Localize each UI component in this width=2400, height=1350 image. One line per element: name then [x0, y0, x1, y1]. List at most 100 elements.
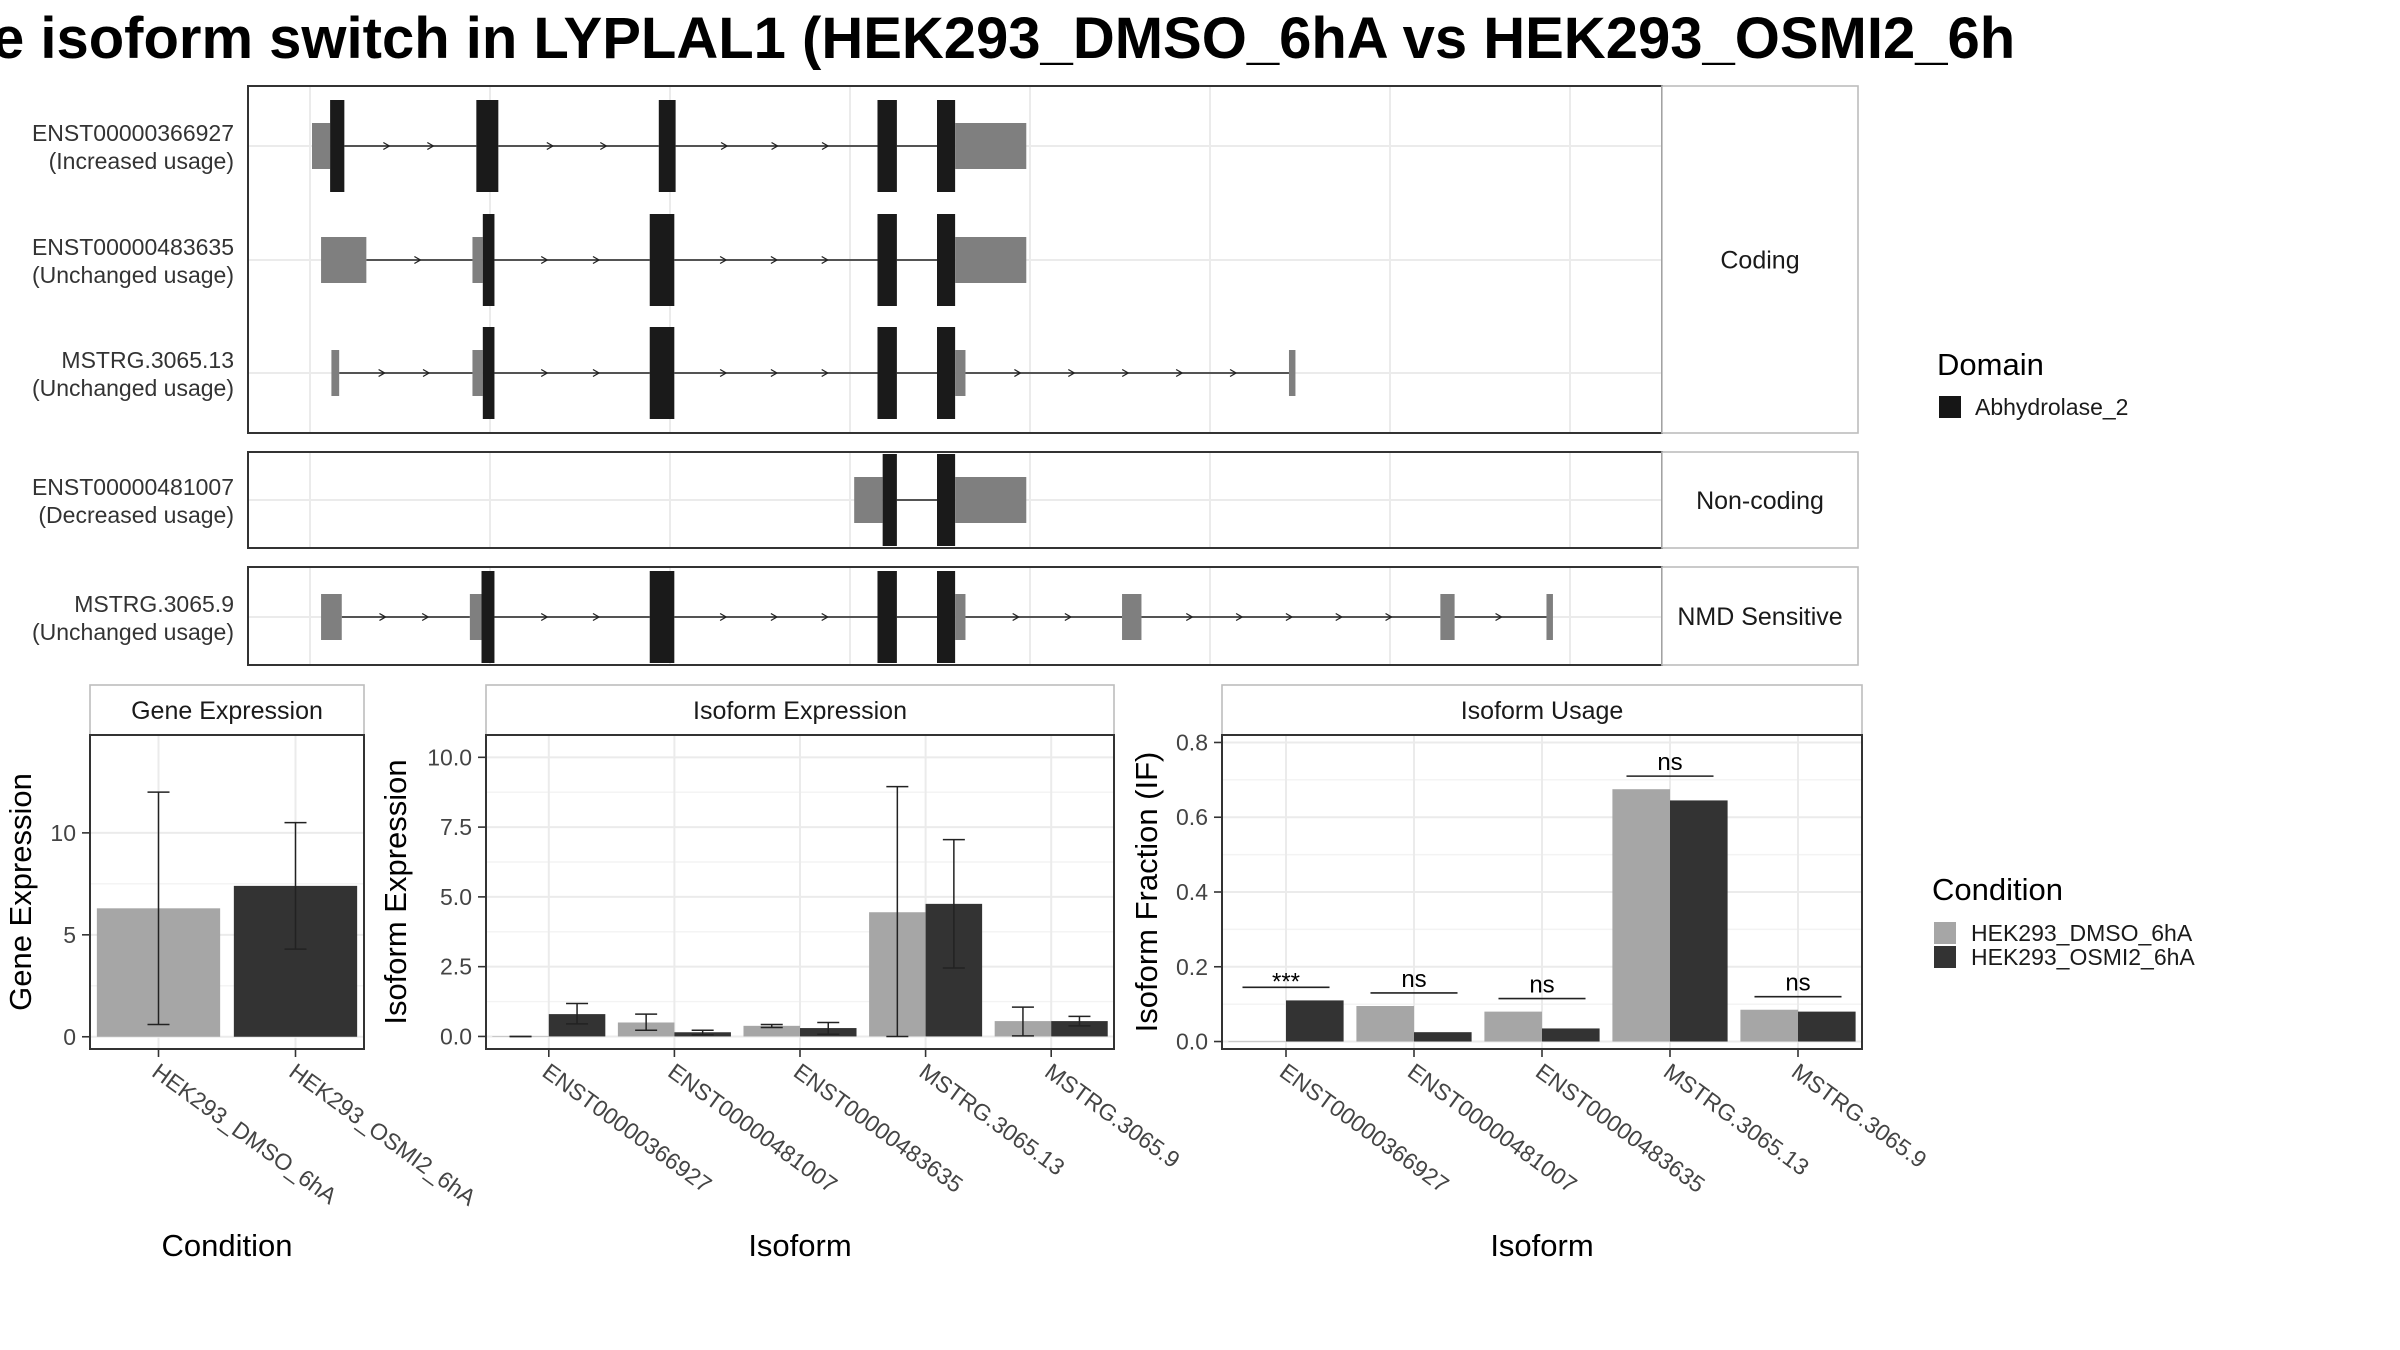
intron-arrow [821, 255, 829, 265]
bar [1670, 800, 1728, 1042]
y-axis-title: Isoform Expression [378, 759, 413, 1024]
coding-exon [658, 100, 676, 192]
intron-arrow [599, 141, 608, 151]
utr-exon [854, 477, 883, 523]
structure-strip-label: Coding [1720, 247, 1799, 275]
y-tick-label: 0.6 [1176, 804, 1208, 830]
chart-strip [89, 684, 365, 736]
isoform-usage-chart: Isoform Usage*** ns nsnsns0.00.20.40.60.8E… [1129, 684, 1932, 1263]
intron-arrow [1175, 368, 1184, 378]
intron-arrow [1285, 612, 1294, 622]
intron-arrow [1064, 612, 1073, 622]
coding-exon [882, 454, 897, 546]
coding-exon [937, 454, 956, 546]
utr-exon [321, 594, 342, 640]
intron-arrow [1121, 368, 1130, 378]
intron-arrow [770, 368, 779, 378]
intron-arrow [719, 612, 728, 622]
domain-legend-title: Domain [1937, 347, 2044, 382]
chart-strip [1221, 684, 1863, 736]
intron-arrow [1185, 612, 1194, 622]
transcript-id-label: ENST00000481007 [32, 474, 234, 500]
intron-arrow [546, 141, 555, 151]
x-axis-title: Isoform [748, 1228, 851, 1263]
intron-arrow [1067, 368, 1076, 378]
coding-exon [937, 571, 956, 663]
structure-strip [1661, 451, 1859, 549]
y-tick-label: 0.4 [1176, 879, 1208, 905]
utr-exon [955, 594, 966, 640]
bar [1542, 1028, 1600, 1042]
condition-legend-title: Condition [1932, 872, 2063, 907]
chart-title: Isoform Expression [693, 697, 907, 725]
transcript-usage-label: (Unchanged usage) [32, 375, 234, 401]
y-tick-label: 10 [50, 820, 76, 846]
coding-exon [649, 327, 675, 419]
intron-arrow [379, 612, 387, 622]
transcript-usage-label: (Increased usage) [49, 148, 234, 174]
intron-arrow [592, 255, 601, 265]
intron-arrow [1229, 368, 1238, 378]
intron-arrow [720, 141, 729, 151]
utr-exon [472, 237, 483, 283]
coding-exon [937, 327, 956, 419]
y-axis-title: Gene Expression [3, 773, 38, 1011]
intron-arrow [414, 255, 422, 265]
structure-group-1: Non-coding ENST00000481007(Decreased usag… [32, 451, 1859, 549]
utr-exon [955, 477, 1027, 523]
transcript-id-label: MSTRG.3065.9 [74, 591, 234, 617]
condition-legend-swatch [1934, 922, 1956, 944]
intron-arrow [1495, 612, 1503, 622]
structure-strip-label: NMD Sensitive [1677, 603, 1842, 631]
y-tick-label: 0.0 [1176, 1029, 1208, 1055]
intron-arrow [427, 141, 435, 151]
domain-legend-swatch [1939, 396, 1961, 418]
y-tick-label: 5 [63, 922, 76, 948]
transcript-row: MSTRG.3065.13(Unchanged usage) [32, 327, 1296, 419]
condition-legend-label: HEK293_DMSO_6hA [1971, 920, 2193, 946]
coding-exon [877, 214, 897, 306]
domain-legend-label: Abhydrolase_2 [1975, 394, 2128, 420]
bar [548, 1014, 606, 1037]
bar [1228, 1041, 1286, 1043]
structure-group-2: NMD Sensitive MSTRG.3065.9(Unchanged usag… [32, 566, 1859, 666]
transcript-id-label: ENST00000483635 [32, 234, 234, 260]
coding-exon [877, 327, 897, 419]
intron-arrow [540, 612, 549, 622]
structure-strip [1661, 85, 1859, 434]
x-axis-title: Condition [162, 1228, 293, 1263]
isoform-expression-chart: Isoform Expression0.02.55.07.510.0ENST00… [378, 684, 1185, 1263]
coding-exon [476, 100, 499, 192]
intron-arrow [1385, 612, 1393, 622]
transcript-row: ENST00000366927(Increased usage) [32, 100, 1027, 192]
bar [743, 1025, 800, 1037]
intron-arrow [592, 368, 601, 378]
intron-arrow [821, 612, 829, 622]
utr-exon [1440, 594, 1455, 640]
intron-arrow [540, 368, 549, 378]
intron-arrow [770, 255, 779, 265]
chart-title: Isoform Usage [1461, 697, 1624, 725]
intron-arrow [719, 368, 728, 378]
utr-exon [312, 123, 331, 169]
transcript-row: MSTRG.3065.9(Unchanged usage) [32, 571, 1553, 663]
bar [1286, 1000, 1344, 1042]
intron-arrow [1235, 612, 1244, 622]
bar [1798, 1011, 1856, 1042]
intron-arrow [1335, 612, 1344, 622]
domain-legend: Domain Abhydrolase_2 [1937, 347, 2128, 420]
transcript-usage-label: (Unchanged usage) [32, 262, 234, 288]
y-tick-label: 10.0 [427, 744, 472, 770]
structure-strip-label: Non-coding [1696, 487, 1824, 515]
bar [1051, 1021, 1108, 1037]
transcript-usage-label: (Unchanged usage) [32, 619, 234, 645]
structure-strip [1661, 566, 1859, 666]
transcript-id-label: ENST00000366927 [32, 120, 234, 146]
transcript-row: ENST00000481007(Decreased usage) [32, 454, 1027, 546]
coding-exon [649, 214, 675, 306]
transcript-row: ENST00000483635(Unchanged usage) [32, 214, 1027, 306]
utr-exon [955, 237, 1027, 283]
utr-exon [1288, 350, 1296, 396]
